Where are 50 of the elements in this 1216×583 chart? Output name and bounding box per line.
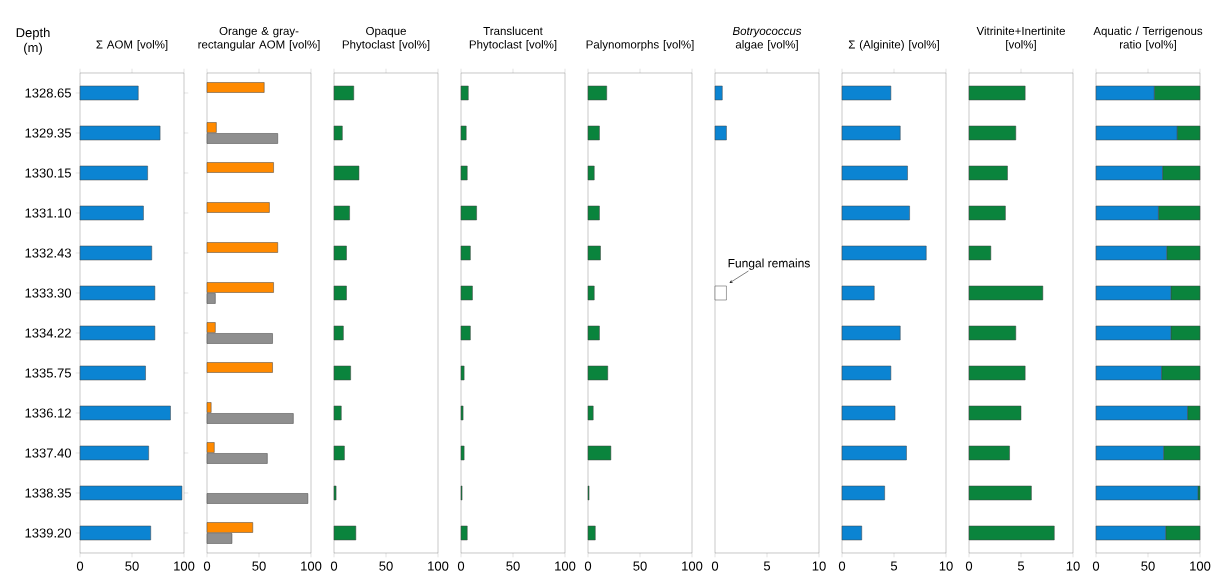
chart-title: Σ (Alginite) [vol%]	[848, 40, 939, 51]
y-tick-label: 1331.10	[25, 208, 72, 218]
x-tick-label: 5	[890, 561, 898, 571]
x-tick-label: 100	[682, 561, 703, 571]
x-tick-label: 5	[763, 561, 771, 571]
y-axis-title: Depth (m)	[16, 27, 50, 55]
y-tick-label: 1335.75	[25, 368, 71, 378]
x-tick-label: 100	[555, 561, 576, 571]
y-tick-label: 1338.35	[25, 488, 71, 498]
chart-title: Opaque Phytoclast [vol%]	[342, 26, 430, 51]
y-tick-label: 1328.65	[25, 88, 71, 98]
x-tick-label: 0	[711, 561, 719, 571]
y-tick-label: 1334.22	[25, 328, 71, 338]
x-tick-label: 10	[812, 561, 826, 571]
annotation: Fungal remains	[728, 258, 810, 270]
x-tick-label: 0	[330, 561, 338, 571]
x-tick-label: 50	[379, 561, 393, 571]
x-tick-label: 0	[76, 561, 84, 571]
y-tick-label: 1337.40	[25, 448, 72, 458]
x-tick-label: 0	[838, 561, 846, 571]
x-tick-label: 100	[428, 561, 449, 571]
x-tick-label: 50	[1141, 561, 1155, 571]
x-tick-label: 50	[633, 561, 647, 571]
x-tick-label: 10	[939, 561, 953, 571]
chart-title: Vitrinite+Inertinite [vol%]	[976, 26, 1065, 51]
x-tick-label: 0	[584, 561, 592, 571]
x-tick-label: 100	[1190, 561, 1211, 571]
x-tick-label: 100	[174, 561, 195, 571]
y-tick-label: 1330.15	[25, 168, 71, 178]
x-tick-label: 50	[125, 561, 139, 571]
x-tick-label: 0	[965, 561, 973, 571]
x-tick-label: 50	[252, 561, 266, 571]
x-tick-label: 0	[203, 561, 211, 571]
chart-title: Translucent Phytoclast [vol%]	[469, 26, 557, 51]
y-tick-label: 1339.20	[25, 528, 72, 538]
x-tick-label: 0	[1092, 561, 1100, 571]
y-tick-label: 1329.35	[25, 128, 71, 138]
chart-title: Palynomorphs [vol%]	[586, 40, 694, 51]
chart-title: Aquatic / Terrigenous ratio [vol%]	[1093, 26, 1203, 51]
x-tick-label: 100	[301, 561, 322, 571]
y-tick-label: 1332.43	[25, 248, 71, 258]
x-tick-label: 0	[457, 561, 465, 571]
x-tick-label: 10	[1066, 561, 1080, 571]
x-tick-label: 5	[1017, 561, 1025, 571]
y-tick-label: 1336.12	[25, 408, 71, 418]
chart-title: Σ AOM [vol%]	[96, 40, 168, 51]
y-tick-label: 1333.30	[25, 288, 72, 298]
chart-title: Botryococcus algae [vol%]	[732, 27, 802, 51]
x-tick-label: 50	[506, 561, 520, 571]
chart-title: Orange & gray-rectangular AOM [vol%]	[198, 26, 320, 51]
